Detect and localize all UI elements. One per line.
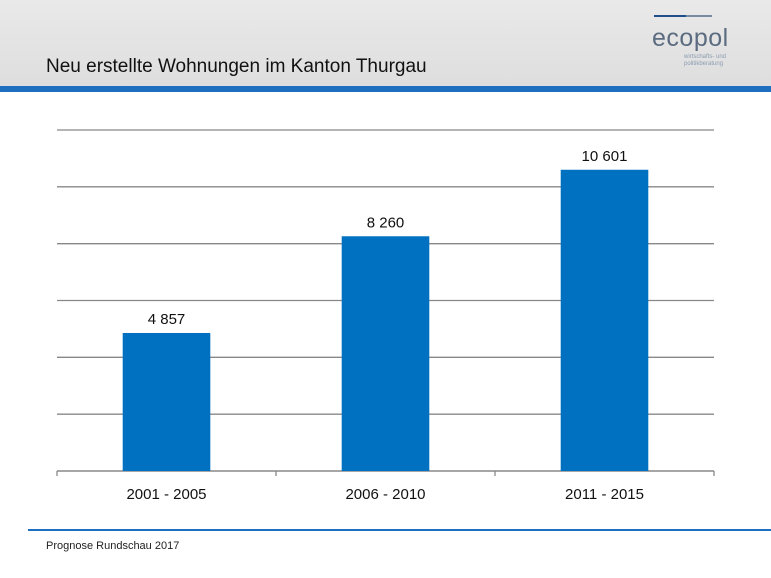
logo-wordmark-part2: pol xyxy=(693,24,729,52)
x-tick-label: 2011 - 2015 xyxy=(565,486,644,503)
logo-tagline: wirtschafts- und politikberatung xyxy=(684,54,726,68)
logo-tagline-line1: wirtschafts- und xyxy=(684,54,727,60)
ecopol-logo: ecopol wirtschafts- und politikberatung xyxy=(640,10,750,72)
page-title: Neu erstellte Wohnungen im Kanton Thurga… xyxy=(46,56,427,77)
logo-wordmark-part1: eco xyxy=(652,24,694,52)
logo-line-accent xyxy=(654,15,686,17)
bar xyxy=(560,169,649,471)
bar xyxy=(122,332,211,471)
logo-wordmark: ecopol xyxy=(652,24,729,53)
bar-value-label: 8 260 xyxy=(367,214,405,231)
footer-divider xyxy=(28,529,771,531)
header-background xyxy=(0,0,771,86)
x-tick-label: 2006 - 2010 xyxy=(345,486,425,503)
header-accent-bar xyxy=(0,86,771,92)
bar xyxy=(341,236,430,471)
bar-value-label: 10 601 xyxy=(582,148,628,165)
source-note: Prognose Rundschau 2017 xyxy=(46,540,180,552)
logo-tagline-line2: politikberatung xyxy=(684,61,724,67)
x-tick-label: 2001 - 2005 xyxy=(126,486,206,503)
bar-value-label: 4 857 xyxy=(148,311,186,328)
